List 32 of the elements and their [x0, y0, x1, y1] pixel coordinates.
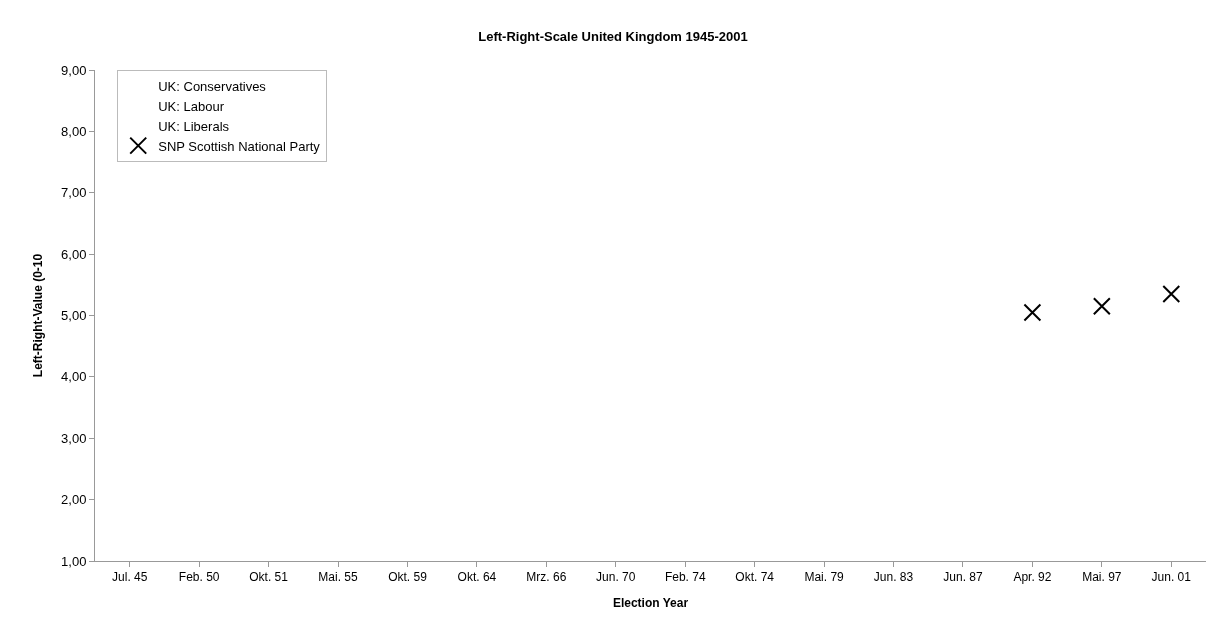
text: UK: Labour [158, 98, 225, 114]
x-tick-label: Jun. 01 [1151, 570, 1192, 585]
y-tick-label: 4,00 [61, 369, 87, 385]
y-tick-label: 1,00 [61, 553, 87, 569]
x-tick-label: Jun. 87 [943, 570, 983, 585]
y-tick-label: 6,00 [61, 246, 87, 262]
text: UK: Conservatives [158, 79, 267, 95]
y-tick-label: 3,00 [61, 430, 87, 446]
x-tick-label: Feb. 50 [178, 570, 220, 585]
x-tick-label: Jun. 70 [596, 570, 636, 585]
x-tick-label: Jun. 83 [873, 570, 914, 585]
x-tick-label: Okt. 74 [735, 570, 775, 585]
legend-label: SNP Scottish National Party [158, 138, 321, 154]
x-tick-label: Mai. 97 [1082, 570, 1122, 585]
y-tick-label: 2,00 [61, 492, 87, 508]
y-axis-title: Left-Right-Value (0-10 [31, 253, 46, 378]
x-tick-label: Jul. 45 [112, 570, 148, 585]
x-tick-label: Okt. 51 [249, 570, 289, 585]
x-tick-label: Mai. 79 [804, 570, 845, 585]
y-tick-label: 7,00 [61, 185, 87, 201]
x-tick-label: Okt. 64 [457, 570, 497, 585]
x-tick-label: Apr. 92 [1013, 570, 1052, 585]
y-tick-label: 8,00 [61, 123, 87, 139]
x-axis-title: Election Year [612, 596, 689, 611]
text: UK: Liberals [158, 118, 230, 134]
x-tick-label: Feb. 74 [664, 570, 706, 585]
y-tick-label: 5,00 [61, 308, 87, 324]
x-tick-label: Mai. 55 [318, 570, 359, 585]
chart-title: Left-Right-Scale United Kingdom 1945-2001 [478, 28, 748, 44]
y-tick-label: 9,00 [61, 62, 87, 78]
x-tick-label: Okt. 59 [388, 570, 428, 585]
x-tick-label: Mrz. 66 [526, 570, 567, 585]
